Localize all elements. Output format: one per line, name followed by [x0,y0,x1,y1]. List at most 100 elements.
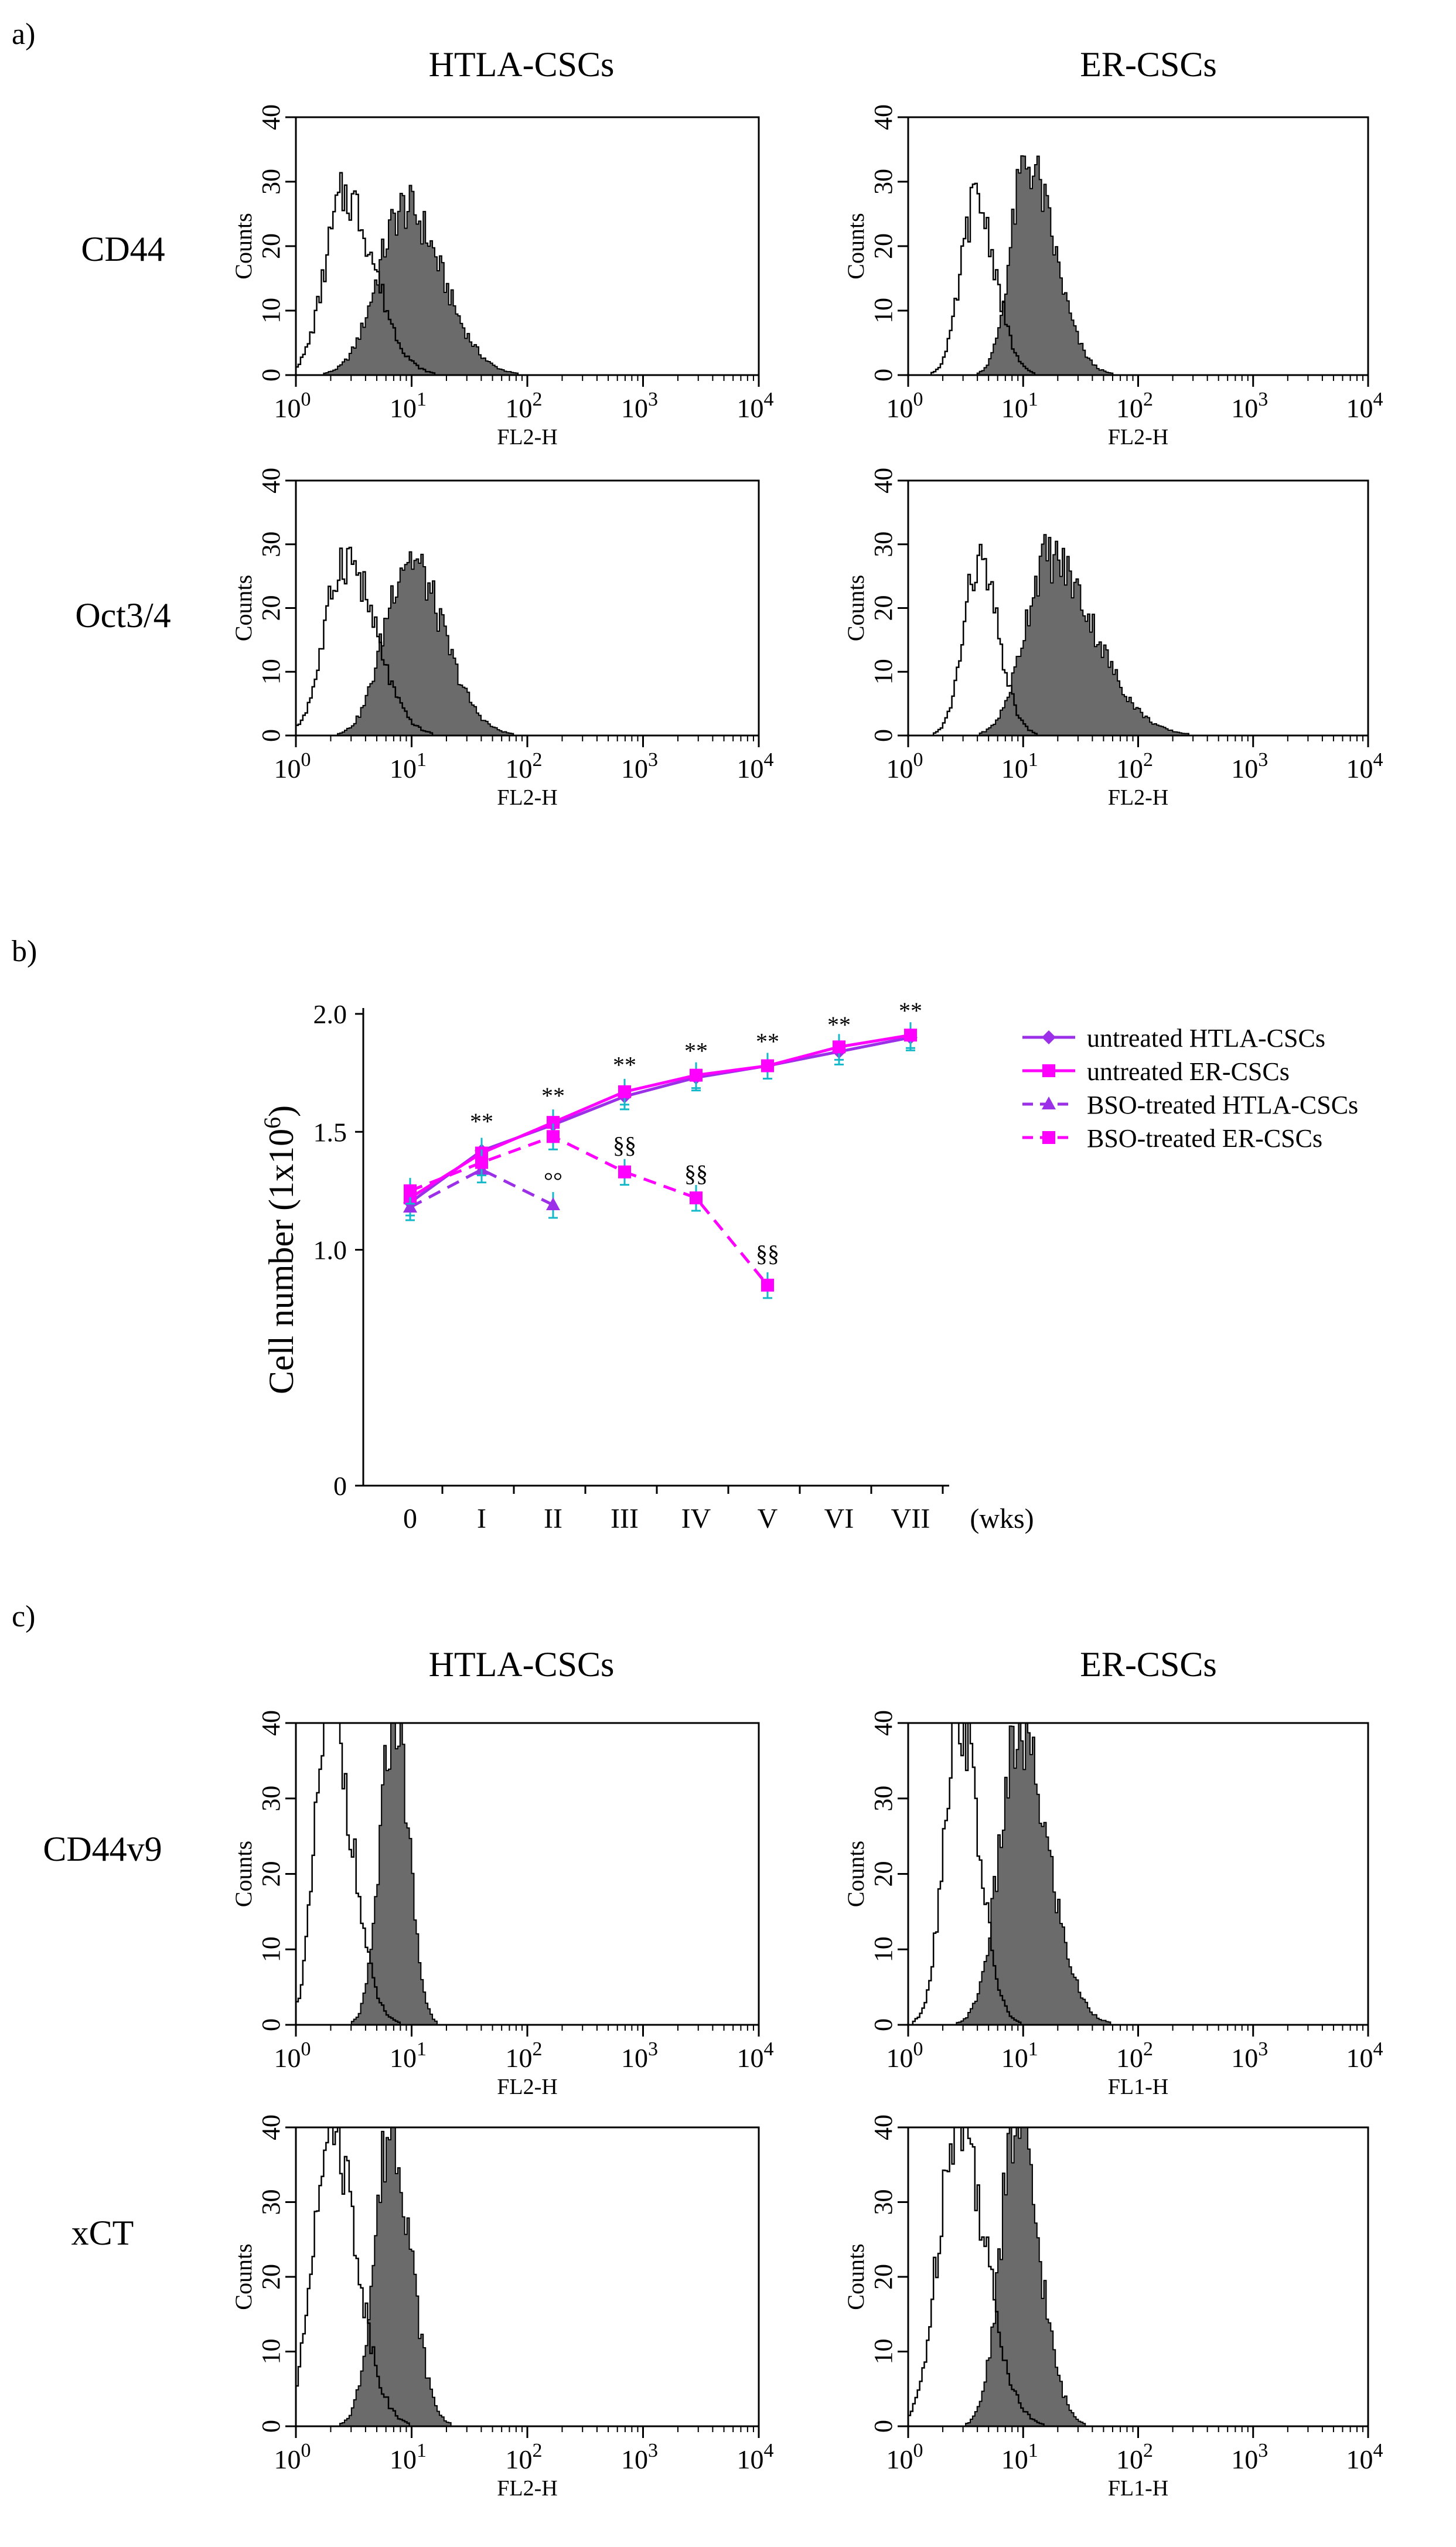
data-point [547,1116,560,1129]
series-line [409,1033,911,1200]
significance-annotation: ** [756,1028,779,1054]
panel-a-row-label-cd44: CD44 [81,230,165,268]
y-tick-label: 30 [869,2190,898,2215]
data-point [690,1191,703,1204]
y-axis-label-exponent: 6 [259,1117,285,1129]
panel-a-row-label-oct: Oct3/4 [75,596,171,635]
x-tick-exponent: 2 [1143,2440,1153,2461]
x-tick-exponent: 3 [1258,389,1268,410]
x-tick-label: 0 [403,1503,417,1534]
y-axis-label: Counts [230,213,257,279]
x-tick-label: 100 [274,2440,311,2474]
x-tick-exponent: 0 [301,749,311,771]
y-tick-label: 40 [869,104,898,130]
y-tick-label: 0 [869,729,898,742]
x-tick-label: 102 [1116,2038,1153,2073]
x-tick-label: VII [891,1503,930,1534]
x-axis-label: FL2-H [497,785,557,810]
y-axis-label: Counts [843,2243,869,2310]
x-axis-label: FL1-H [1108,2075,1168,2099]
x-tick-exponent: 1 [417,2038,427,2060]
x-axis-label: FL2-H [497,425,557,450]
y-tick-label: 0 [257,2420,285,2433]
x-tick-label: 100 [886,2440,923,2474]
y-tick-label: 0 [257,729,285,742]
data-point [761,1278,774,1292]
data-point [475,1156,488,1169]
x-tick-exponent: 3 [648,389,658,410]
x-tick-label: 102 [506,2038,543,2073]
stained-histogram [908,1722,1368,2025]
x-tick-label: 104 [1346,2038,1383,2073]
x-tick-label: 101 [390,749,427,784]
panel-label-a: a) [12,18,35,51]
x-tick-label: 101 [1001,2038,1038,2073]
x-tick-label: 101 [1001,2440,1038,2474]
y-tick-label: 10 [869,659,898,685]
y-axis-label: Counts [843,213,869,279]
x-tick-exponent: 0 [301,389,311,410]
x-tick-exponent: 4 [764,389,774,410]
y-tick-label: 10 [257,2339,285,2365]
legend-label: BSO-treated HTLA-CSCs [1087,1091,1358,1119]
x-tick-label: 101 [390,2440,427,2474]
x-tick-label: I [477,1503,486,1534]
y-tick-label: 0 [869,2018,898,2031]
x-tick-exponent: 1 [1028,749,1038,771]
x-tick-exponent: 3 [648,2038,658,2060]
y-axis-label: Cell number (1x106) [259,1105,301,1394]
histogram-frame [907,1722,1369,2026]
x-tick-label: IV [681,1503,711,1534]
x-tick-label: 103 [621,749,658,784]
x-tick-label: 102 [506,2440,543,2474]
y-tick-label: 40 [869,468,898,493]
y-tick-label: 10 [257,659,285,685]
x-tick-label: 103 [1231,749,1268,784]
y-tick-label: 20 [257,2264,285,2290]
x-tick-exponent: 0 [301,2440,311,2461]
y-tick-label: 1.5 [313,1117,347,1147]
stained-histogram [296,2127,759,2427]
legend-swatch-marker [1042,1064,1055,1077]
significance-annotation: °° [544,1167,562,1194]
x-tick-label: 100 [886,389,923,423]
y-tick-label: 2.0 [313,999,347,1029]
legend-swatch-marker [1042,1131,1055,1144]
x-axis-label: FL1-H [1108,2476,1168,2501]
significance-annotation: §§ [684,1160,708,1187]
x-tick-exponent: 4 [1373,389,1383,410]
data-point [904,1029,917,1042]
control-histogram [295,1722,759,2026]
control-histogram [907,2126,1368,2427]
histogram-frame [907,479,1369,737]
legend-label: untreated HTLA-CSCs [1087,1024,1325,1053]
y-tick-label: 40 [257,2114,285,2140]
data-point [404,1184,417,1197]
y-tick-label: 20 [257,233,285,259]
x-tick-label: 100 [274,749,311,784]
x-tick-label: 104 [1346,749,1383,784]
control-histogram [908,182,1368,376]
x-tick-exponent: 0 [301,2038,311,2060]
x-axis-label: FL2-H [497,2476,557,2501]
data-point [618,1165,631,1179]
x-tick-exponent: 1 [417,389,427,410]
x-tick-exponent: 4 [1373,2440,1383,2461]
x-tick-label: 104 [1346,389,1383,423]
x-tick-label: VI [824,1503,854,1534]
y-tick-label: 40 [869,1710,898,1736]
x-tick-label: 102 [1116,2440,1153,2474]
x-tick-label: 100 [886,2038,923,2073]
x-tick-label: 104 [737,2440,774,2474]
x-tick-label: 103 [1231,2038,1268,2073]
x-tick-exponent: 2 [533,2440,543,2461]
x-tick-exponent: 2 [1143,749,1153,771]
data-point [761,1059,774,1072]
x-tick-label: II [544,1503,562,1534]
legend-swatch-marker [1042,1097,1056,1109]
y-axis-label: Counts [230,2243,257,2310]
